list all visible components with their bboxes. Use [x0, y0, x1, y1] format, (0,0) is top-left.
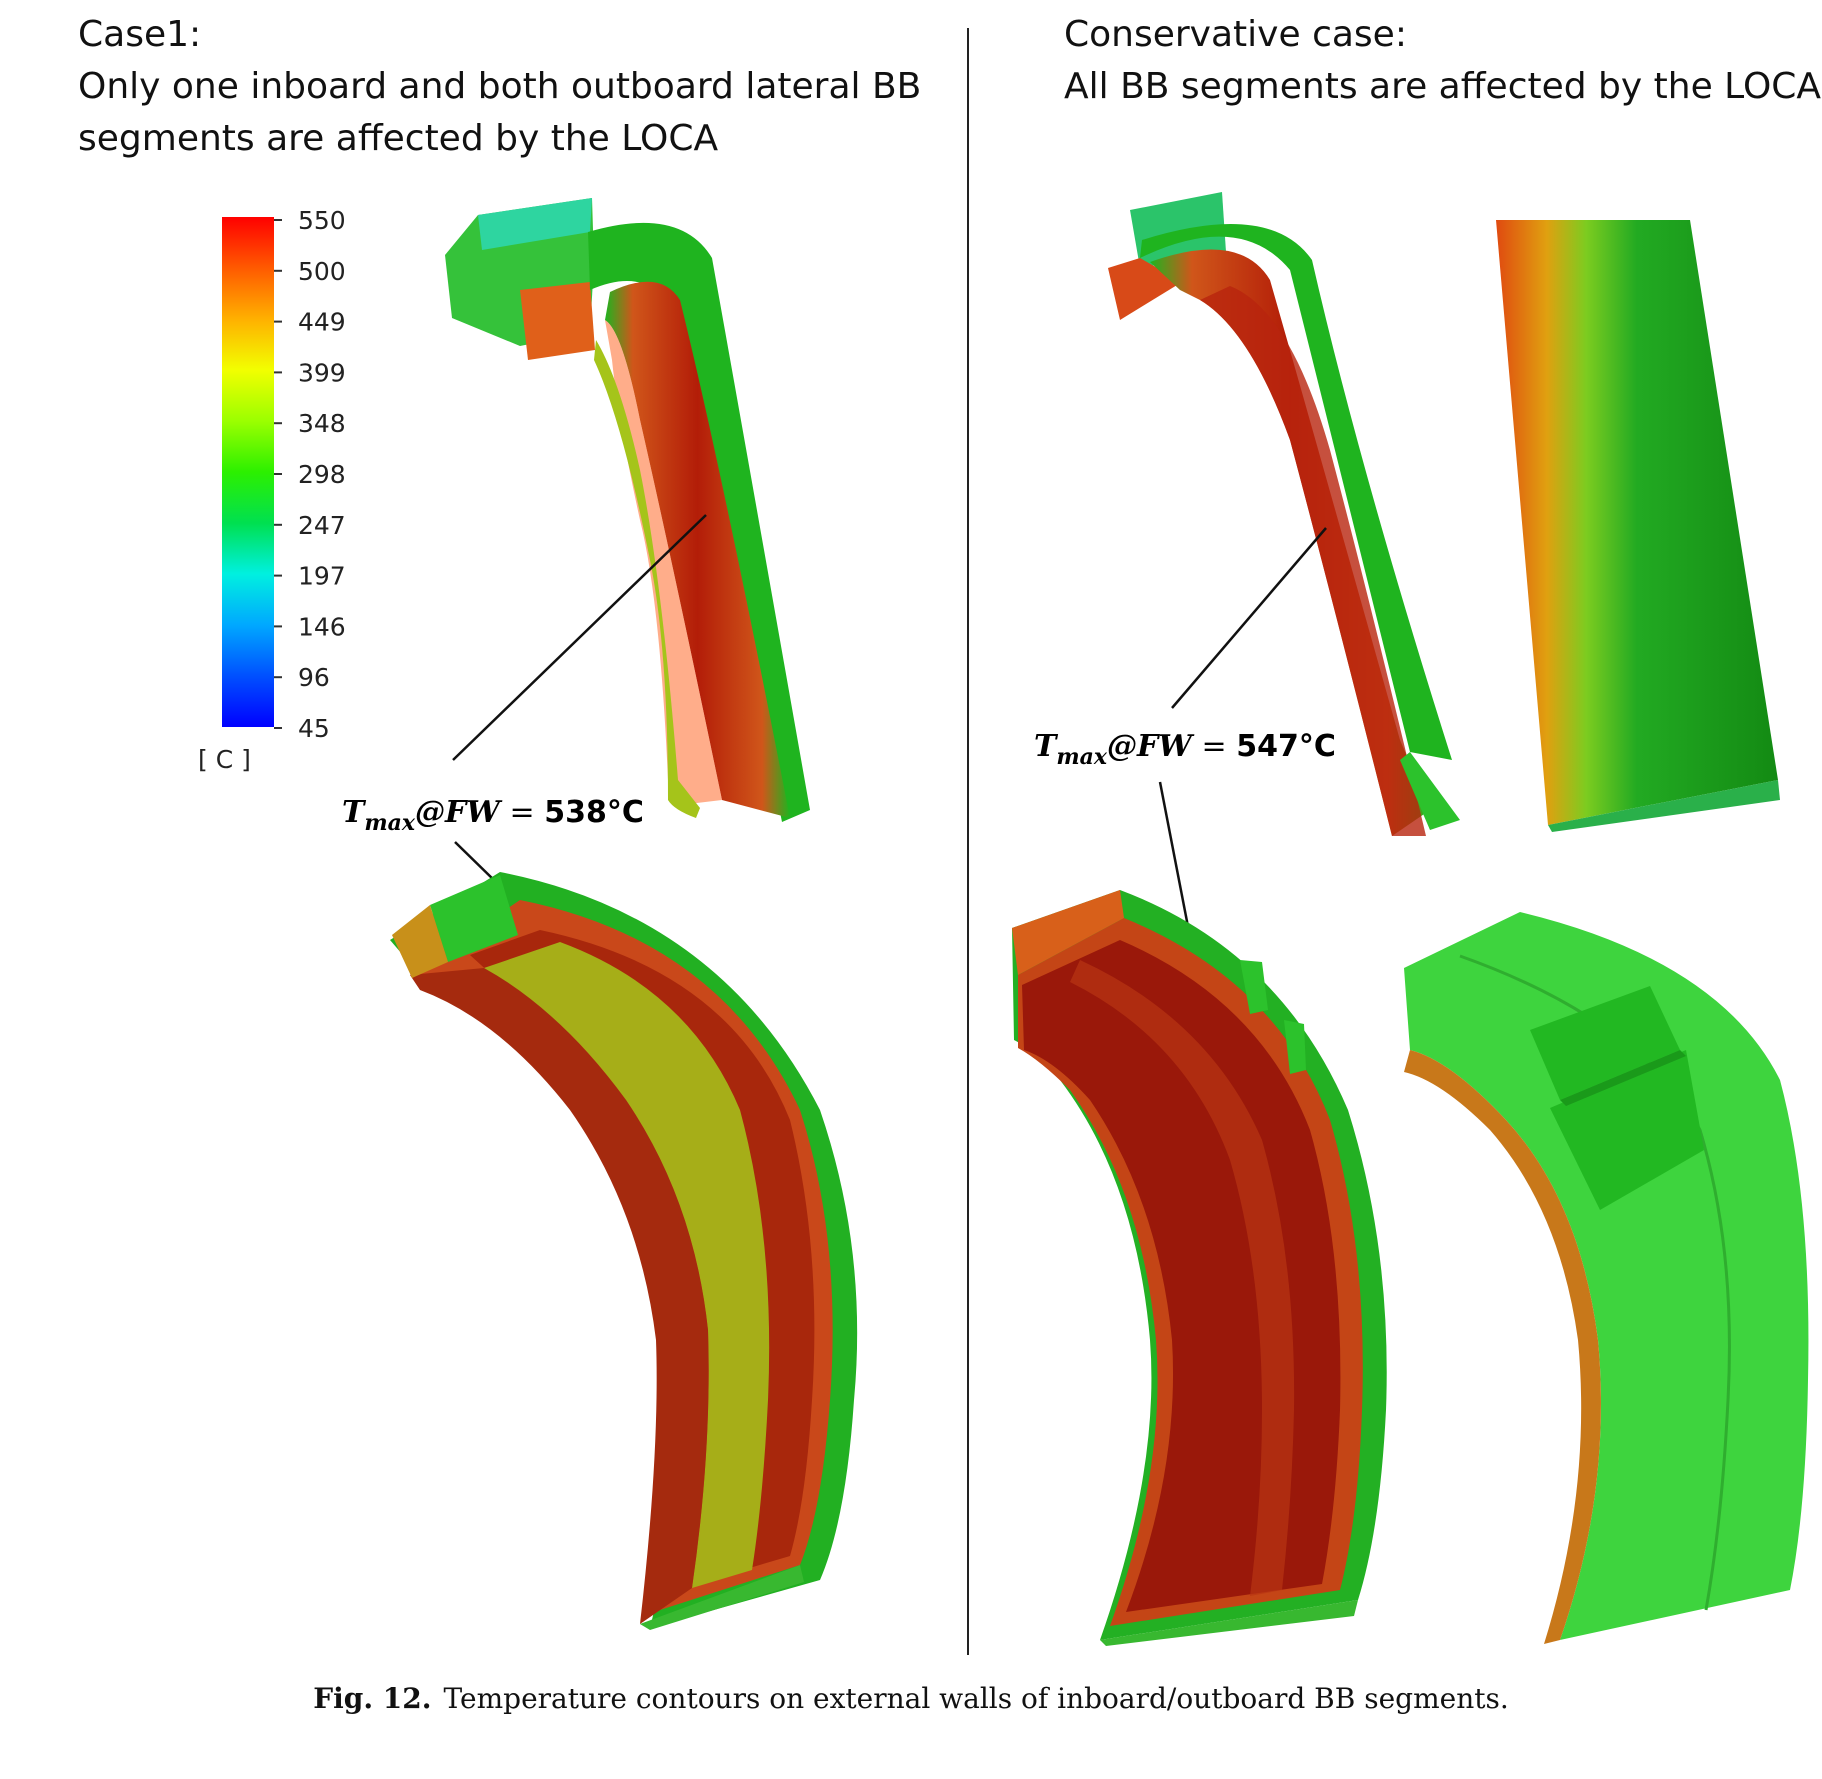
- left-tmax-subscript: max: [364, 810, 416, 836]
- right-leader-upper: [1171, 527, 1327, 709]
- colorbar-tick-label: 348: [298, 409, 346, 438]
- colorbar-gradient: [222, 217, 274, 727]
- right-inboard-front-face: [1200, 286, 1426, 836]
- left-tmax-value: 538°C: [544, 795, 644, 830]
- left-outboard-segment: [390, 872, 858, 1630]
- right-title-line-1: Conservative case:: [1064, 14, 1407, 55]
- right-green-bracket-1: [1530, 986, 1680, 1100]
- left-inboard-front-face: [605, 320, 722, 805]
- right-green-bracket-2: [1550, 1050, 1704, 1210]
- caption-text: Temperature contours on external walls o…: [443, 1682, 1509, 1715]
- left-title-line-1: Case1:: [78, 14, 201, 55]
- right-slab-bottom: [1548, 780, 1780, 832]
- right-green-bracket-3: [1560, 1050, 1686, 1106]
- left-inboard-block-top: [478, 198, 592, 250]
- right-tmax-equals: =: [1192, 729, 1236, 764]
- right-inboard-segment: [1108, 192, 1460, 836]
- right-outboard-inner-band: [1070, 960, 1295, 1596]
- right-tmax-label: Tmax@FW = 547°C: [1034, 729, 1336, 770]
- caption-label: Fig. 12.: [313, 1682, 432, 1715]
- left-tmax-location: @FW: [415, 795, 503, 830]
- left-title-line-2: Only one inboard and both outboard later…: [78, 66, 921, 107]
- left-leader-upper: [452, 514, 707, 761]
- right-outboard-green-segment: [1404, 912, 1809, 1644]
- colorbar: 550 500 449 399 348 298 247 197 146 96 45 [ C ]: [198, 206, 346, 774]
- left-outboard-top-lip: [392, 905, 448, 978]
- right-outboard-bottom: [1100, 1600, 1358, 1646]
- left-inboard-hot-band: [605, 281, 790, 818]
- left-outboard-bottom-edge: [640, 1565, 804, 1630]
- colorbar-tick-label: 247: [298, 511, 346, 540]
- left-tmax-symbol: T: [342, 795, 367, 830]
- right-inboard-outer-green: [1140, 224, 1452, 760]
- left-title-line-3: segments are affected by the LOCA: [78, 118, 718, 159]
- colorbar-ticks: 550 500 449 399 348 298 247 197 146 96 45: [274, 206, 346, 743]
- colorbar-tick-label: 197: [298, 562, 346, 591]
- colorbar-unit: [ C ]: [198, 745, 251, 774]
- left-outboard-lime-band: [484, 942, 770, 1588]
- left-outboard-top-block: [430, 875, 518, 962]
- left-tmax-equals: =: [500, 795, 544, 830]
- right-title-line-2: All BB segments are affected by the LOCA: [1064, 66, 1821, 107]
- figure-caption: Fig. 12. Temperature contours on external…: [0, 1682, 1822, 1715]
- right-outboard-top-lip: [1012, 890, 1124, 975]
- right-outboard-ridge-2: [1284, 1020, 1306, 1074]
- right-green-inner-edge: [1404, 1050, 1601, 1644]
- right-outboard-dark-red: [1022, 940, 1341, 1612]
- colorbar-tick-label: 298: [298, 460, 346, 489]
- left-outboard-inner-red: [410, 968, 709, 1624]
- colorbar-tick-label: 146: [298, 612, 346, 641]
- left-inboard-segment: [445, 198, 810, 822]
- left-tmax-label: Tmax@FW = 538°C: [342, 795, 644, 836]
- colorbar-tick-label: 500: [298, 257, 346, 286]
- colorbar-tick-label: 399: [298, 358, 346, 387]
- colorbar-tick-label: 45: [298, 714, 330, 743]
- colorbar-tick-label: 550: [298, 206, 346, 235]
- right-green-main: [1404, 912, 1809, 1640]
- right-inboard-lower-green: [1400, 752, 1460, 830]
- right-slab-face: [1496, 220, 1778, 825]
- right-tmax-location: @FW: [1107, 729, 1195, 764]
- right-tmax-subscript: max: [1056, 744, 1108, 770]
- right-outboard-red-segment: [1012, 890, 1387, 1646]
- right-tmax-value: 547°C: [1236, 729, 1336, 764]
- colorbar-tick-label: 449: [298, 308, 346, 337]
- colorbar-tick-label: 96: [298, 663, 330, 692]
- right-outboard-ridge-1: [1240, 960, 1268, 1014]
- right-slab-segment: [1496, 220, 1780, 832]
- right-tmax-symbol: T: [1034, 729, 1059, 764]
- left-inboard-block-front: [520, 282, 595, 360]
